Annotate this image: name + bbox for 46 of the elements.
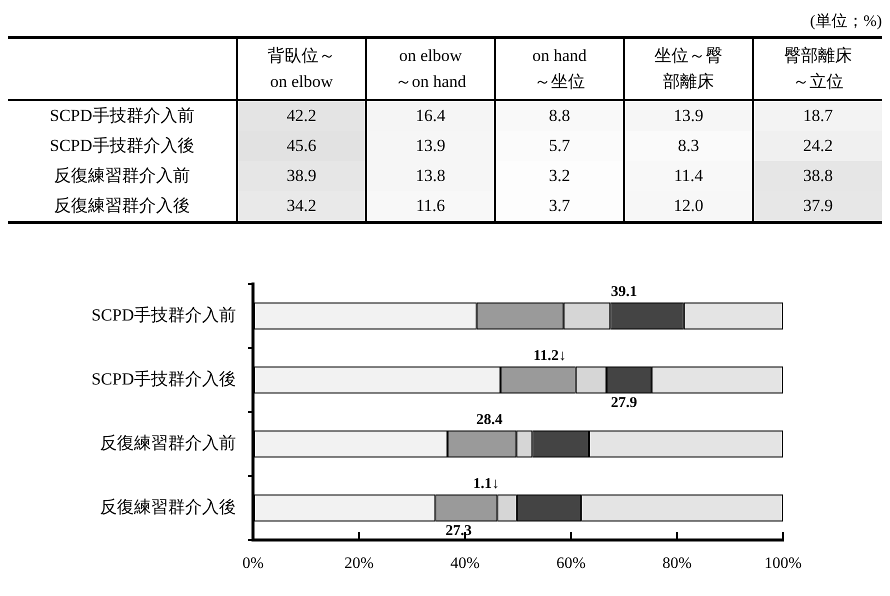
annotation: 27.3 (446, 522, 472, 539)
x-tick-label: 20% (344, 554, 374, 572)
data-label: 5.7 (495, 131, 624, 161)
data-label: 13.8 (366, 161, 495, 191)
x-tick-label: 100% (764, 554, 802, 572)
data-label: 8.8 (495, 100, 624, 131)
data-label: 11.4 (624, 161, 753, 191)
data-label: 34.2 (237, 191, 366, 222)
y-tick-label: 反復練習群介入前 (100, 433, 236, 452)
y-tick-label: SCPD手技群介入後 (48, 135, 196, 157)
x-tick-label: 坐位～臀部離床 (624, 38, 753, 100)
data-label: 16.4 (366, 100, 495, 131)
y-tick-label: 反復練習群介入後 (53, 195, 191, 217)
data-label: 11.6 (366, 191, 495, 222)
data-label: 13.9 (624, 100, 753, 131)
data-label: 24.2 (753, 131, 882, 161)
data-label: 37.9 (753, 191, 882, 222)
x-tick-label: 背臥位～ on elbow (237, 38, 366, 100)
data-label: 13.9 (366, 131, 495, 161)
text: (単位；%) (810, 13, 882, 30)
y-tick-label: 反復練習群介入後 (100, 497, 236, 516)
annotation: 11.2↓ (533, 348, 566, 364)
annotation: 28.4 (476, 412, 504, 428)
annotation: 39.1 (610, 284, 638, 300)
y-tick-label: SCPD手技群介入後 (91, 369, 236, 388)
data-label: 42.2 (237, 100, 366, 131)
data-label: 3.2 (495, 161, 624, 191)
y-tick-label: SCPD手技群介入前 (91, 305, 236, 324)
x-tick-label: 80% (662, 554, 692, 572)
y-tick-label: 反復練習群介入前 (53, 165, 191, 187)
data-label: 8.3 (624, 131, 753, 161)
x-tick-label: 60% (556, 554, 586, 572)
x-tick-label: 臀部離床～立位 (753, 38, 882, 100)
x-tick-label: on elbow ～on hand (366, 38, 495, 100)
data-label: 45.6 (237, 131, 366, 161)
y-tick-label: SCPD手技群介入前 (48, 105, 196, 127)
data-label: 3.7 (495, 191, 624, 222)
data-label: 38.9 (237, 161, 366, 191)
annotation: 27.9 (610, 394, 638, 411)
data-label: 38.8 (753, 161, 882, 191)
data-label: 18.7 (753, 100, 882, 131)
x-tick-label: 40% (450, 554, 480, 572)
annotation: 1.1↓ (473, 476, 500, 492)
x-tick-label: on hand ～坐位 (495, 38, 624, 100)
data-label: 12.0 (624, 191, 753, 222)
x-tick-label: 0% (242, 554, 264, 572)
